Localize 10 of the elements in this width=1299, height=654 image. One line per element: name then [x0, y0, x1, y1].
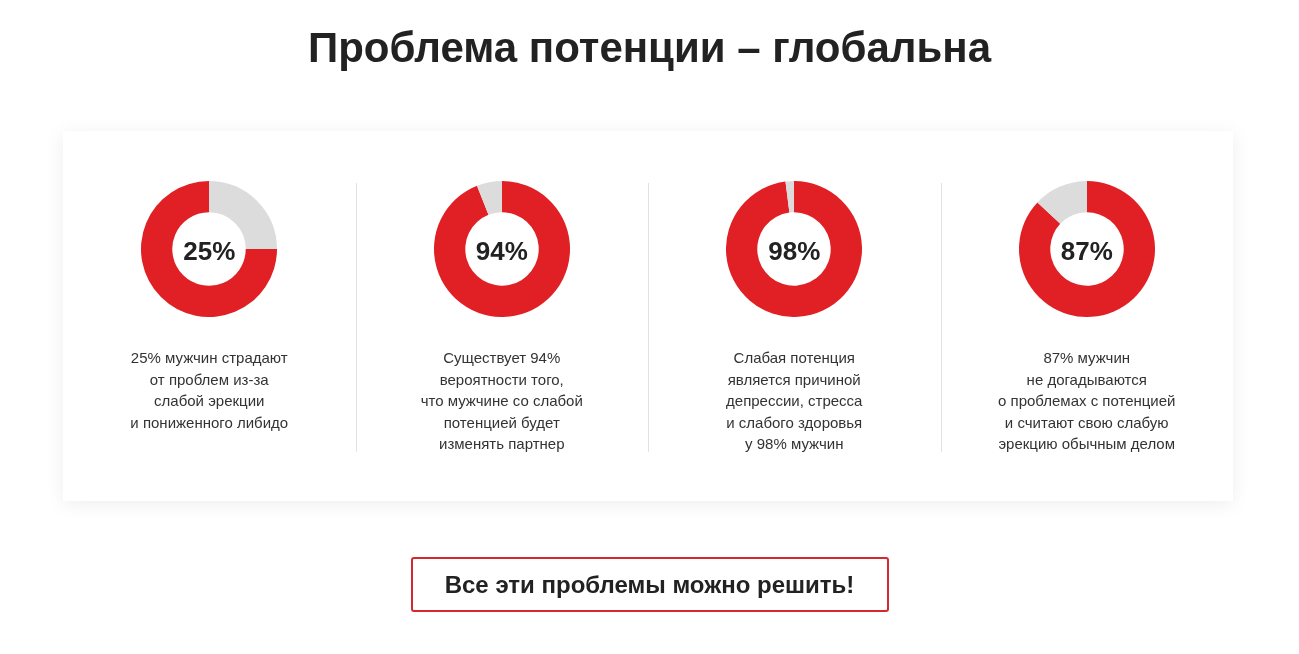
text: Существует 94% вероятности того, что мужчине со слабой потенцией будет изменять партнер [420, 349, 583, 452]
text: 25% мужчин страдают от проблем из-за слабой эрекции и пониженного либидо [130, 349, 289, 431]
text: 87% мужчин не догадываются о проблемах с потенцией и считают свою слабую эрекцию обычным делом [998, 349, 1176, 452]
text: 94% [475, 236, 528, 267]
text: Проблема потенции – глобальна [306, 23, 993, 73]
button[interactable]: Все эти проблемы можно решить! [410, 557, 889, 612]
text: 25% [183, 236, 236, 267]
text: 87% [1060, 236, 1113, 267]
text: 98% [768, 236, 821, 267]
text: Слабая потенция является причиной депрессии, стресса и слабого здоровья у 98% мужчин [726, 349, 863, 452]
